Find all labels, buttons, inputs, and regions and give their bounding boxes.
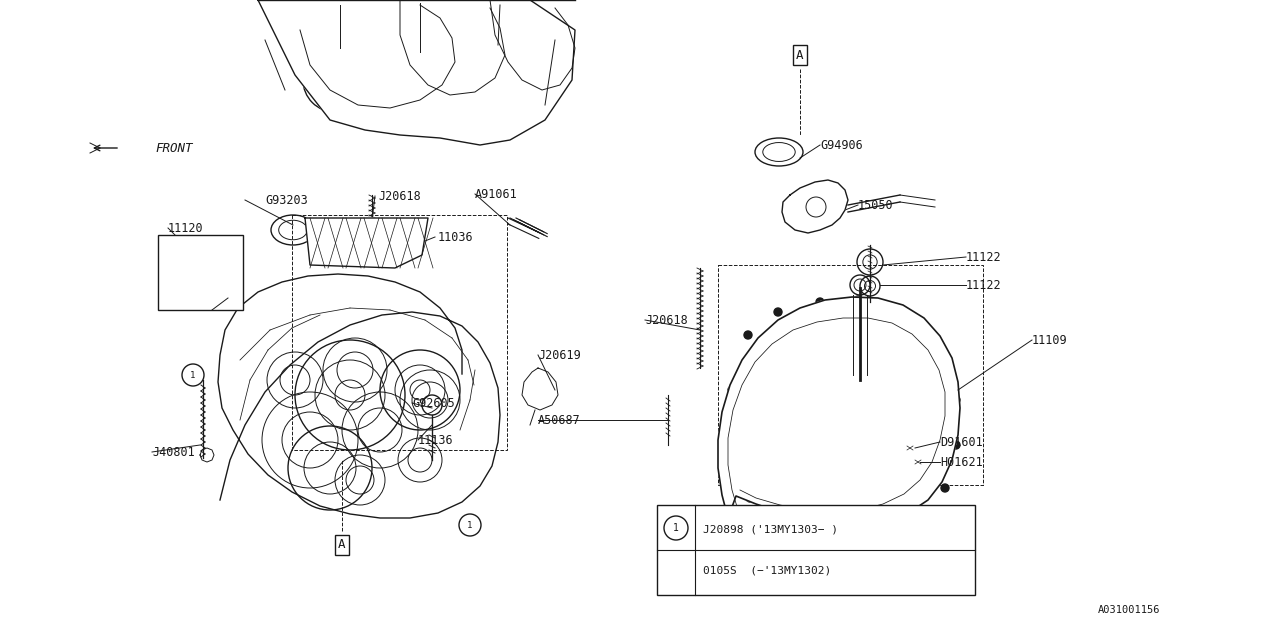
Text: A50687: A50687 <box>538 413 581 426</box>
Text: 11036: 11036 <box>438 230 474 243</box>
Text: 11120: 11120 <box>168 221 204 234</box>
Text: D91601: D91601 <box>940 435 983 449</box>
Text: J20618: J20618 <box>378 189 421 202</box>
Circle shape <box>746 494 754 502</box>
Text: J20898 ('13MY1303− ): J20898 ('13MY1303− ) <box>703 524 838 534</box>
Text: J20619: J20619 <box>538 349 581 362</box>
Circle shape <box>776 508 785 516</box>
Circle shape <box>952 441 960 449</box>
Text: 1: 1 <box>191 371 196 380</box>
Bar <box>657 505 975 595</box>
Polygon shape <box>718 297 960 524</box>
Circle shape <box>812 516 819 524</box>
Text: A: A <box>338 538 346 552</box>
Circle shape <box>952 396 960 404</box>
Text: 11122: 11122 <box>966 278 1002 291</box>
Text: H01621: H01621 <box>940 456 983 468</box>
Circle shape <box>916 506 924 514</box>
Text: 15050: 15050 <box>858 198 893 211</box>
Circle shape <box>922 324 929 332</box>
Text: 11136: 11136 <box>419 433 453 447</box>
Circle shape <box>884 516 892 524</box>
Text: A91061: A91061 <box>475 188 517 200</box>
Circle shape <box>941 484 948 492</box>
Circle shape <box>854 296 861 304</box>
Text: J40801: J40801 <box>152 445 195 458</box>
Polygon shape <box>259 0 575 145</box>
Circle shape <box>940 356 948 364</box>
Circle shape <box>891 304 899 312</box>
Text: G92605: G92605 <box>412 397 454 410</box>
Circle shape <box>728 436 736 444</box>
Polygon shape <box>305 218 428 268</box>
Bar <box>468 30 547 100</box>
Text: 0105S  (−'13MY1302): 0105S (−'13MY1302) <box>703 566 831 576</box>
Circle shape <box>728 484 736 492</box>
Bar <box>157 235 243 310</box>
Text: FRONT: FRONT <box>155 141 192 154</box>
Circle shape <box>774 308 782 316</box>
Bar <box>718 265 983 485</box>
Circle shape <box>744 331 753 339</box>
Text: A031001156: A031001156 <box>1097 605 1160 615</box>
Text: A: A <box>796 49 804 61</box>
Text: 11109: 11109 <box>1032 333 1068 346</box>
Polygon shape <box>782 180 849 233</box>
Text: 1: 1 <box>467 520 472 529</box>
Bar <box>292 215 507 450</box>
Circle shape <box>728 386 736 394</box>
Circle shape <box>817 298 824 306</box>
Text: 11122: 11122 <box>966 250 1002 264</box>
Circle shape <box>846 520 854 528</box>
Text: J20618: J20618 <box>645 314 687 326</box>
Text: G94906: G94906 <box>820 138 863 152</box>
Text: G93203: G93203 <box>265 193 307 207</box>
Text: 11021: 11021 <box>168 260 204 273</box>
Text: 1: 1 <box>673 523 678 533</box>
